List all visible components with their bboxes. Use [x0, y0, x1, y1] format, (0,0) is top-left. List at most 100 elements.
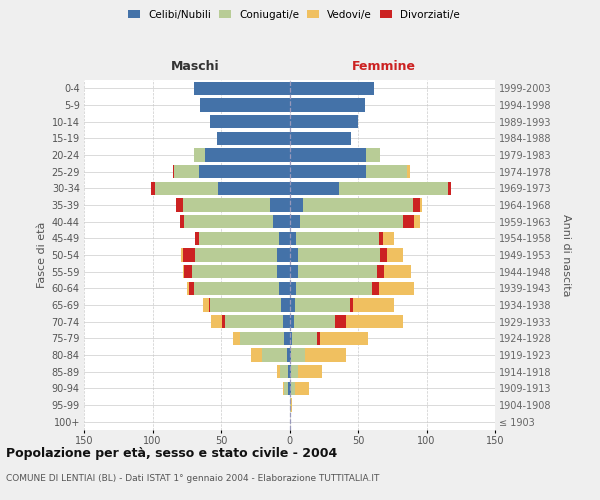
Bar	[182, 265, 184, 278]
Bar	[296, 282, 372, 295]
Bar	[290, 198, 303, 211]
Bar	[407, 165, 410, 178]
Bar	[291, 398, 292, 411]
Bar	[195, 248, 277, 262]
Bar	[290, 282, 296, 295]
Bar	[383, 232, 394, 245]
Bar	[379, 232, 383, 245]
Bar	[290, 315, 293, 328]
Y-axis label: Anni di nascita: Anni di nascita	[562, 214, 571, 296]
Bar	[194, 82, 290, 95]
Bar	[288, 365, 290, 378]
Bar	[377, 265, 384, 278]
Bar	[273, 215, 290, 228]
Bar	[187, 282, 190, 295]
Bar	[287, 348, 290, 362]
Bar	[175, 165, 199, 178]
Y-axis label: Fasce di età: Fasce di età	[37, 222, 47, 288]
Bar	[419, 198, 422, 211]
Bar	[298, 248, 380, 262]
Bar	[290, 115, 358, 128]
Bar	[403, 215, 414, 228]
Bar	[240, 332, 284, 345]
Bar	[290, 82, 374, 95]
Bar	[173, 165, 175, 178]
Bar	[190, 282, 194, 295]
Bar	[298, 265, 377, 278]
Bar	[295, 382, 308, 395]
Bar	[278, 282, 290, 295]
Bar	[210, 115, 290, 128]
Bar	[414, 215, 419, 228]
Bar	[290, 215, 301, 228]
Bar	[346, 315, 403, 328]
Bar	[413, 198, 419, 211]
Bar	[288, 382, 290, 395]
Bar	[291, 365, 298, 378]
Bar	[223, 315, 225, 328]
Bar	[293, 315, 335, 328]
Text: Maschi: Maschi	[170, 60, 219, 72]
Bar	[298, 365, 322, 378]
Bar	[199, 165, 290, 178]
Bar	[291, 348, 305, 362]
Bar	[290, 98, 365, 112]
Bar	[283, 382, 284, 395]
Bar	[379, 282, 414, 295]
Bar	[200, 98, 290, 112]
Bar	[184, 265, 192, 278]
Bar	[218, 182, 290, 195]
Bar	[290, 398, 291, 411]
Bar	[290, 148, 366, 162]
Bar	[387, 248, 403, 262]
Bar	[295, 298, 350, 312]
Bar	[380, 248, 387, 262]
Bar	[303, 198, 413, 211]
Bar	[290, 298, 295, 312]
Bar	[251, 348, 262, 362]
Bar	[283, 315, 290, 328]
Bar	[205, 148, 290, 162]
Bar	[151, 182, 155, 195]
Text: Femmine: Femmine	[352, 60, 416, 72]
Bar	[225, 315, 283, 328]
Bar	[317, 332, 320, 345]
Bar	[277, 265, 290, 278]
Bar	[290, 265, 298, 278]
Bar	[155, 182, 218, 195]
Legend: Celibi/Nubili, Coniugati/e, Vedovi/e, Divorziati/e: Celibi/Nubili, Coniugati/e, Vedovi/e, Di…	[126, 8, 462, 22]
Bar	[203, 298, 209, 312]
Bar	[210, 298, 281, 312]
Bar	[280, 365, 288, 378]
Bar	[448, 182, 451, 195]
Bar	[277, 248, 290, 262]
Bar	[195, 232, 199, 245]
Bar	[301, 215, 403, 228]
Bar	[281, 298, 290, 312]
Bar	[262, 348, 287, 362]
Bar	[384, 265, 412, 278]
Bar	[277, 365, 280, 378]
Bar	[182, 248, 195, 262]
Bar	[199, 232, 278, 245]
Bar	[217, 132, 290, 145]
Bar	[181, 248, 182, 262]
Bar	[284, 332, 290, 345]
Bar	[278, 232, 290, 245]
Bar	[290, 365, 291, 378]
Bar	[194, 148, 205, 162]
Bar	[350, 298, 353, 312]
Bar	[320, 332, 368, 345]
Bar	[372, 282, 379, 295]
Bar	[296, 232, 379, 245]
Bar	[290, 382, 291, 395]
Text: COMUNE DI LENTIAI (BL) - Dati ISTAT 1° gennaio 2004 - Elaborazione TUTTITALIA.IT: COMUNE DI LENTIAI (BL) - Dati ISTAT 1° g…	[6, 474, 379, 483]
Bar	[284, 382, 288, 395]
Bar	[353, 298, 394, 312]
Text: Popolazione per età, sesso e stato civile - 2004: Popolazione per età, sesso e stato civil…	[6, 448, 337, 460]
Bar	[290, 182, 339, 195]
Bar	[184, 215, 273, 228]
Bar	[366, 165, 407, 178]
Bar	[366, 148, 380, 162]
Bar	[182, 198, 271, 211]
